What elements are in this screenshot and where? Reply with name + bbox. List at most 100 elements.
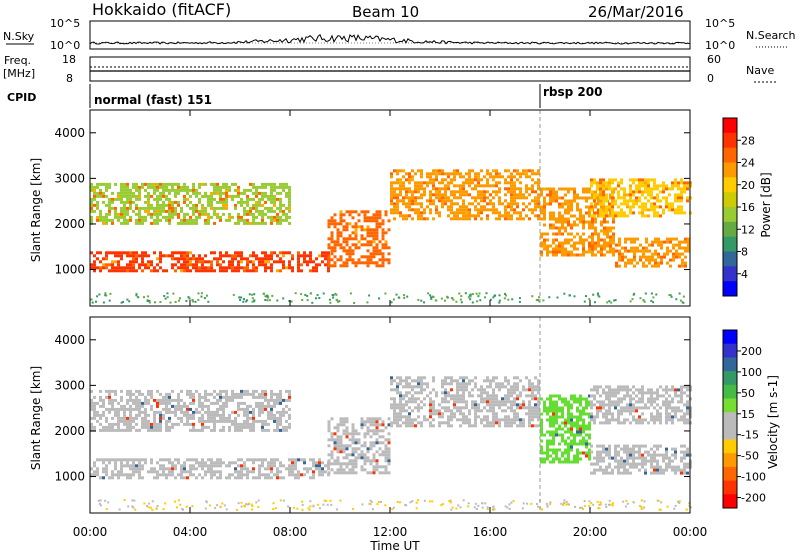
echo-cell xyxy=(126,425,129,429)
cpid-segment-rbsp: rbsp 200 xyxy=(543,85,602,99)
echo-cell xyxy=(411,385,414,389)
echo-cell xyxy=(492,296,495,299)
echo-cell xyxy=(632,456,635,460)
echo-cell xyxy=(552,394,555,398)
echo-cell xyxy=(590,202,593,206)
echo-cell xyxy=(270,200,273,204)
echo-cell xyxy=(495,382,498,386)
echo-cell xyxy=(605,409,608,413)
echo-cell xyxy=(201,209,204,213)
echo-cell xyxy=(258,257,261,261)
echo-cell xyxy=(198,401,201,405)
echo-cell xyxy=(687,240,690,244)
echo-cell xyxy=(564,187,567,191)
echo-cell xyxy=(617,391,620,395)
echo-cell xyxy=(594,301,596,304)
echo-cell xyxy=(105,263,108,267)
echo-cell xyxy=(387,438,391,442)
echo-cell xyxy=(219,473,222,477)
echo-cell xyxy=(96,218,99,222)
echo-cell xyxy=(603,241,606,245)
echo-cell xyxy=(174,407,177,411)
echo-cell xyxy=(357,246,361,250)
echo-cell xyxy=(192,185,195,189)
echo-cell xyxy=(237,191,240,195)
echo-cell xyxy=(653,397,656,401)
echo-cell xyxy=(327,237,331,241)
echo-cell xyxy=(240,197,243,201)
echo-cell xyxy=(453,178,456,182)
echo-cell xyxy=(177,407,180,411)
echo-cell xyxy=(198,410,201,414)
echo-cell xyxy=(354,261,358,265)
echo-cell xyxy=(650,412,653,416)
echo-cell xyxy=(279,260,282,264)
echo-cell xyxy=(345,432,349,436)
echo-cell xyxy=(240,203,243,207)
echo-cell xyxy=(602,412,605,416)
echo-cell xyxy=(282,266,285,270)
echo-cell xyxy=(98,293,101,296)
echo-cell xyxy=(120,212,123,216)
echo-cell xyxy=(144,395,147,399)
echo-cell xyxy=(114,407,117,411)
echo-cell xyxy=(369,234,373,238)
echo-cell xyxy=(111,266,114,270)
echo-cell xyxy=(614,391,617,395)
echo-cell xyxy=(567,451,570,455)
echo-cell xyxy=(174,212,177,216)
echo-cell xyxy=(399,382,402,386)
echo-cell xyxy=(594,205,597,209)
echo-cell xyxy=(288,458,291,462)
echo-cell xyxy=(339,468,343,472)
echo-cell xyxy=(609,238,612,242)
echo-cell xyxy=(444,193,447,197)
echo-cell xyxy=(366,432,370,436)
echo-cell xyxy=(264,419,267,423)
echo-cell xyxy=(608,214,611,218)
echo-cell xyxy=(204,410,207,414)
echo-cell xyxy=(624,255,627,259)
echo-cell xyxy=(264,295,267,298)
echo-cell xyxy=(390,301,393,304)
echo-cell xyxy=(650,456,653,460)
echo-cell xyxy=(366,243,370,247)
echo-cell xyxy=(420,382,423,386)
echo-cell xyxy=(189,470,192,474)
echo-cell xyxy=(105,182,108,186)
echo-cell xyxy=(304,293,307,296)
echo-cell xyxy=(411,421,414,425)
echo-cell xyxy=(171,404,174,408)
echo-cell xyxy=(246,263,249,267)
echo-cell xyxy=(93,209,96,213)
echo-cell xyxy=(624,240,627,244)
echo-cell xyxy=(441,379,444,383)
echo-cell xyxy=(570,238,573,242)
echo-cell xyxy=(252,197,255,201)
echo-cell xyxy=(531,424,534,428)
echo-cell xyxy=(291,254,294,258)
echo-cell xyxy=(450,297,453,300)
echo-cell xyxy=(243,206,246,210)
echo-cell xyxy=(462,379,465,383)
echo-cell xyxy=(582,247,585,251)
echo-cell xyxy=(504,418,507,422)
echo-cell xyxy=(138,254,141,258)
echo-cell xyxy=(614,214,617,218)
echo-cell xyxy=(561,412,564,416)
echo-cell xyxy=(351,237,355,241)
echo-cell xyxy=(246,209,249,213)
echo-cell xyxy=(546,451,549,455)
echo-cell xyxy=(366,301,369,304)
echo-cell xyxy=(579,241,582,245)
echo-cell xyxy=(660,243,663,247)
echo-cell xyxy=(384,453,388,457)
echo-cell xyxy=(120,458,123,462)
echo-cell xyxy=(528,409,531,413)
echo-cell xyxy=(129,389,132,393)
echo-cell xyxy=(285,218,288,222)
echo-cell xyxy=(671,453,674,457)
echo-cell xyxy=(435,187,438,191)
echo-cell xyxy=(132,260,135,264)
echo-cell xyxy=(195,221,198,225)
